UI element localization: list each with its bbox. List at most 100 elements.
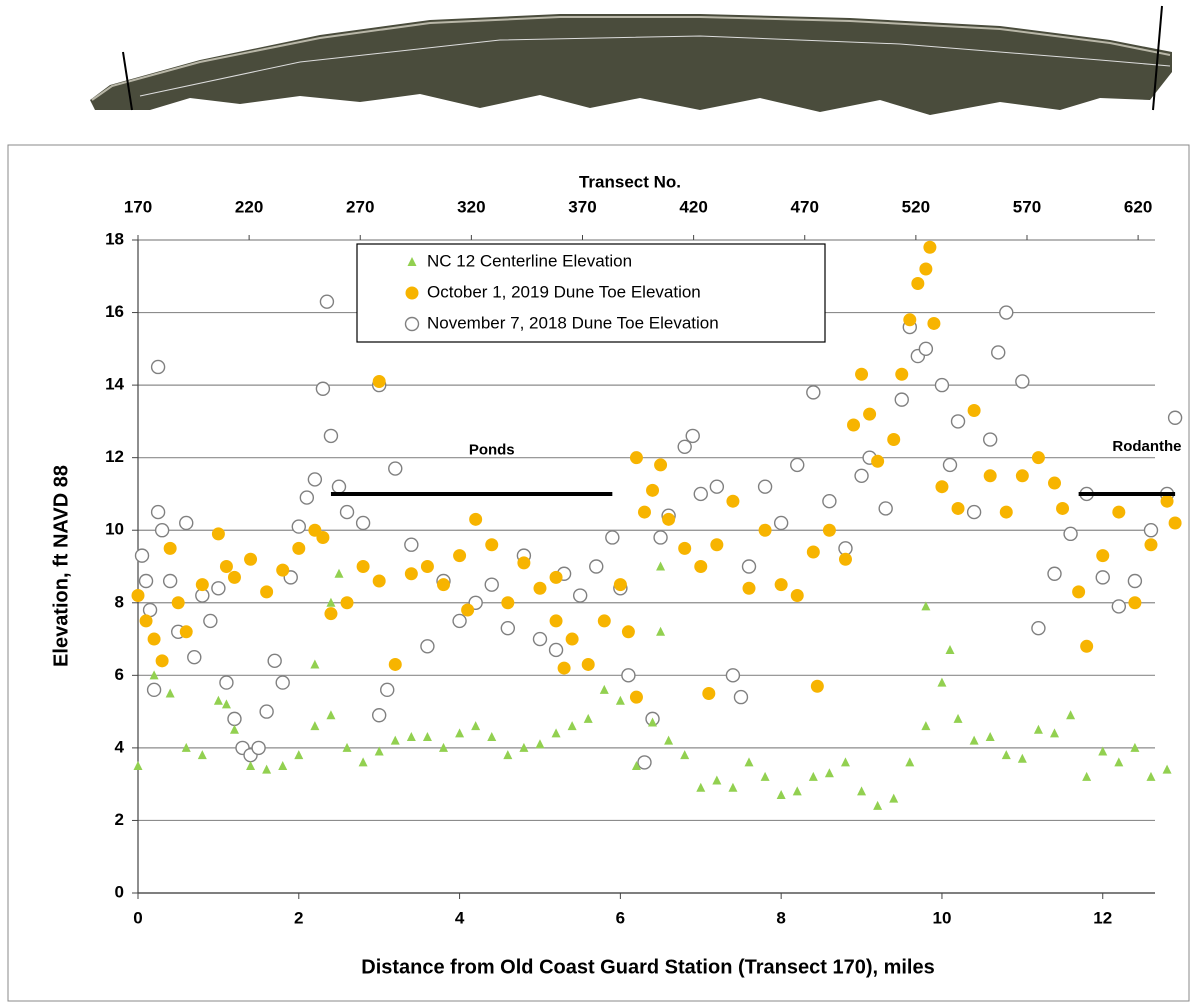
x2-axis-title: Transect No. bbox=[579, 172, 681, 191]
point bbox=[855, 469, 868, 482]
point bbox=[1161, 495, 1174, 508]
legend-marker bbox=[406, 318, 419, 331]
point bbox=[550, 614, 563, 627]
point bbox=[1056, 502, 1069, 515]
point bbox=[654, 458, 667, 471]
x2-tick-label: 370 bbox=[568, 197, 596, 216]
legend-label: November 7, 2018 Dune Toe Elevation bbox=[427, 313, 719, 332]
point bbox=[148, 633, 161, 646]
point bbox=[405, 538, 418, 551]
point bbox=[501, 622, 514, 635]
legend-marker bbox=[406, 287, 419, 300]
point bbox=[630, 451, 643, 464]
legend-label: NC 12 Centerline Elevation bbox=[427, 251, 632, 270]
point bbox=[550, 643, 563, 656]
point bbox=[1032, 622, 1045, 635]
point bbox=[726, 495, 739, 508]
y-tick-label: 10 bbox=[105, 520, 124, 539]
point bbox=[1144, 538, 1157, 551]
point bbox=[791, 589, 804, 602]
point bbox=[1064, 527, 1077, 540]
point bbox=[172, 596, 185, 609]
point bbox=[1169, 411, 1182, 424]
point bbox=[694, 560, 707, 573]
point bbox=[260, 705, 273, 718]
point bbox=[927, 317, 940, 330]
point bbox=[308, 473, 321, 486]
point bbox=[485, 578, 498, 591]
point bbox=[943, 458, 956, 471]
x2-tick-label: 270 bbox=[346, 197, 374, 216]
point bbox=[136, 549, 149, 562]
point bbox=[871, 455, 884, 468]
point bbox=[357, 516, 370, 529]
point bbox=[622, 669, 635, 682]
point bbox=[244, 553, 257, 566]
point bbox=[759, 524, 772, 537]
point bbox=[743, 582, 756, 595]
point bbox=[292, 520, 305, 533]
point bbox=[823, 495, 836, 508]
point bbox=[984, 469, 997, 482]
point bbox=[140, 575, 153, 588]
point bbox=[823, 524, 836, 537]
x2-tick-label: 570 bbox=[1013, 197, 1041, 216]
point bbox=[590, 560, 603, 573]
y-tick-label: 0 bbox=[115, 882, 124, 901]
x-axis-title: Distance from Old Coast Guard Station (T… bbox=[361, 956, 935, 978]
point bbox=[984, 433, 997, 446]
point bbox=[196, 578, 209, 591]
point bbox=[686, 429, 699, 442]
point bbox=[582, 658, 595, 671]
point bbox=[1112, 600, 1125, 613]
x-tick-label: 12 bbox=[1093, 908, 1112, 927]
point bbox=[952, 502, 965, 515]
x-tick-label: 10 bbox=[932, 908, 951, 927]
x-tick-label: 0 bbox=[133, 908, 142, 927]
x2-tick-label: 420 bbox=[679, 197, 707, 216]
point bbox=[903, 313, 916, 326]
point bbox=[228, 571, 241, 584]
point bbox=[152, 506, 165, 519]
point bbox=[710, 480, 723, 493]
point bbox=[316, 382, 329, 395]
point bbox=[1096, 549, 1109, 562]
point bbox=[260, 585, 273, 598]
point bbox=[566, 633, 579, 646]
point bbox=[1128, 596, 1141, 609]
point bbox=[847, 419, 860, 432]
point bbox=[710, 538, 723, 551]
point bbox=[863, 408, 876, 421]
point bbox=[895, 393, 908, 406]
point bbox=[887, 433, 900, 446]
point bbox=[911, 277, 924, 290]
point bbox=[300, 491, 313, 504]
point bbox=[341, 506, 354, 519]
point bbox=[1016, 375, 1029, 388]
point bbox=[381, 683, 394, 696]
point bbox=[373, 709, 386, 722]
x2-tick-label: 220 bbox=[235, 197, 263, 216]
point bbox=[646, 484, 659, 497]
point bbox=[1112, 506, 1125, 519]
x2-tick-label: 470 bbox=[791, 197, 819, 216]
point bbox=[807, 386, 820, 399]
point bbox=[252, 741, 265, 754]
point bbox=[461, 604, 474, 617]
point bbox=[923, 241, 936, 254]
y-axis-title: Elevation, ft NAVD 88 bbox=[50, 465, 72, 667]
point bbox=[638, 506, 651, 519]
point bbox=[743, 560, 756, 573]
point bbox=[164, 542, 177, 555]
point bbox=[550, 571, 563, 584]
point bbox=[228, 712, 241, 725]
point bbox=[421, 640, 434, 653]
point bbox=[220, 676, 233, 689]
point bbox=[1000, 506, 1013, 519]
y-tick-label: 4 bbox=[115, 737, 125, 756]
point bbox=[919, 263, 932, 276]
point bbox=[935, 480, 948, 493]
point bbox=[622, 625, 635, 638]
point bbox=[485, 538, 498, 551]
point bbox=[558, 662, 571, 675]
